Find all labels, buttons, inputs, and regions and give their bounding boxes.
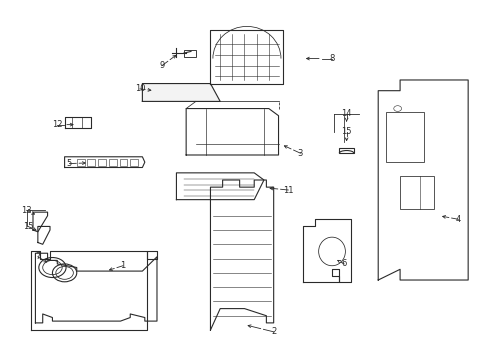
Bar xyxy=(130,158,138,166)
Text: 9: 9 xyxy=(159,61,164,70)
Text: 10: 10 xyxy=(134,84,145,93)
Text: 13: 13 xyxy=(21,206,32,215)
Text: 7: 7 xyxy=(35,252,41,261)
Text: 6: 6 xyxy=(341,260,346,269)
Bar xyxy=(399,176,433,208)
Bar xyxy=(87,158,95,166)
Text: 5: 5 xyxy=(67,159,72,168)
Text: 2: 2 xyxy=(270,327,276,336)
Bar xyxy=(339,148,353,153)
Text: 15: 15 xyxy=(341,127,351,136)
Text: 8: 8 xyxy=(328,54,334,63)
Bar xyxy=(183,50,196,57)
Text: 3: 3 xyxy=(297,149,303,158)
Bar xyxy=(385,112,424,162)
Text: 1: 1 xyxy=(120,261,125,270)
Text: 14: 14 xyxy=(341,109,351,118)
Text: 15: 15 xyxy=(23,222,33,231)
Bar xyxy=(109,158,116,166)
Text: 12: 12 xyxy=(52,120,62,129)
Bar xyxy=(77,158,84,166)
Polygon shape xyxy=(142,84,220,102)
Text: 11: 11 xyxy=(283,185,293,194)
Bar xyxy=(98,158,106,166)
Text: 4: 4 xyxy=(455,215,460,224)
Bar xyxy=(119,158,127,166)
